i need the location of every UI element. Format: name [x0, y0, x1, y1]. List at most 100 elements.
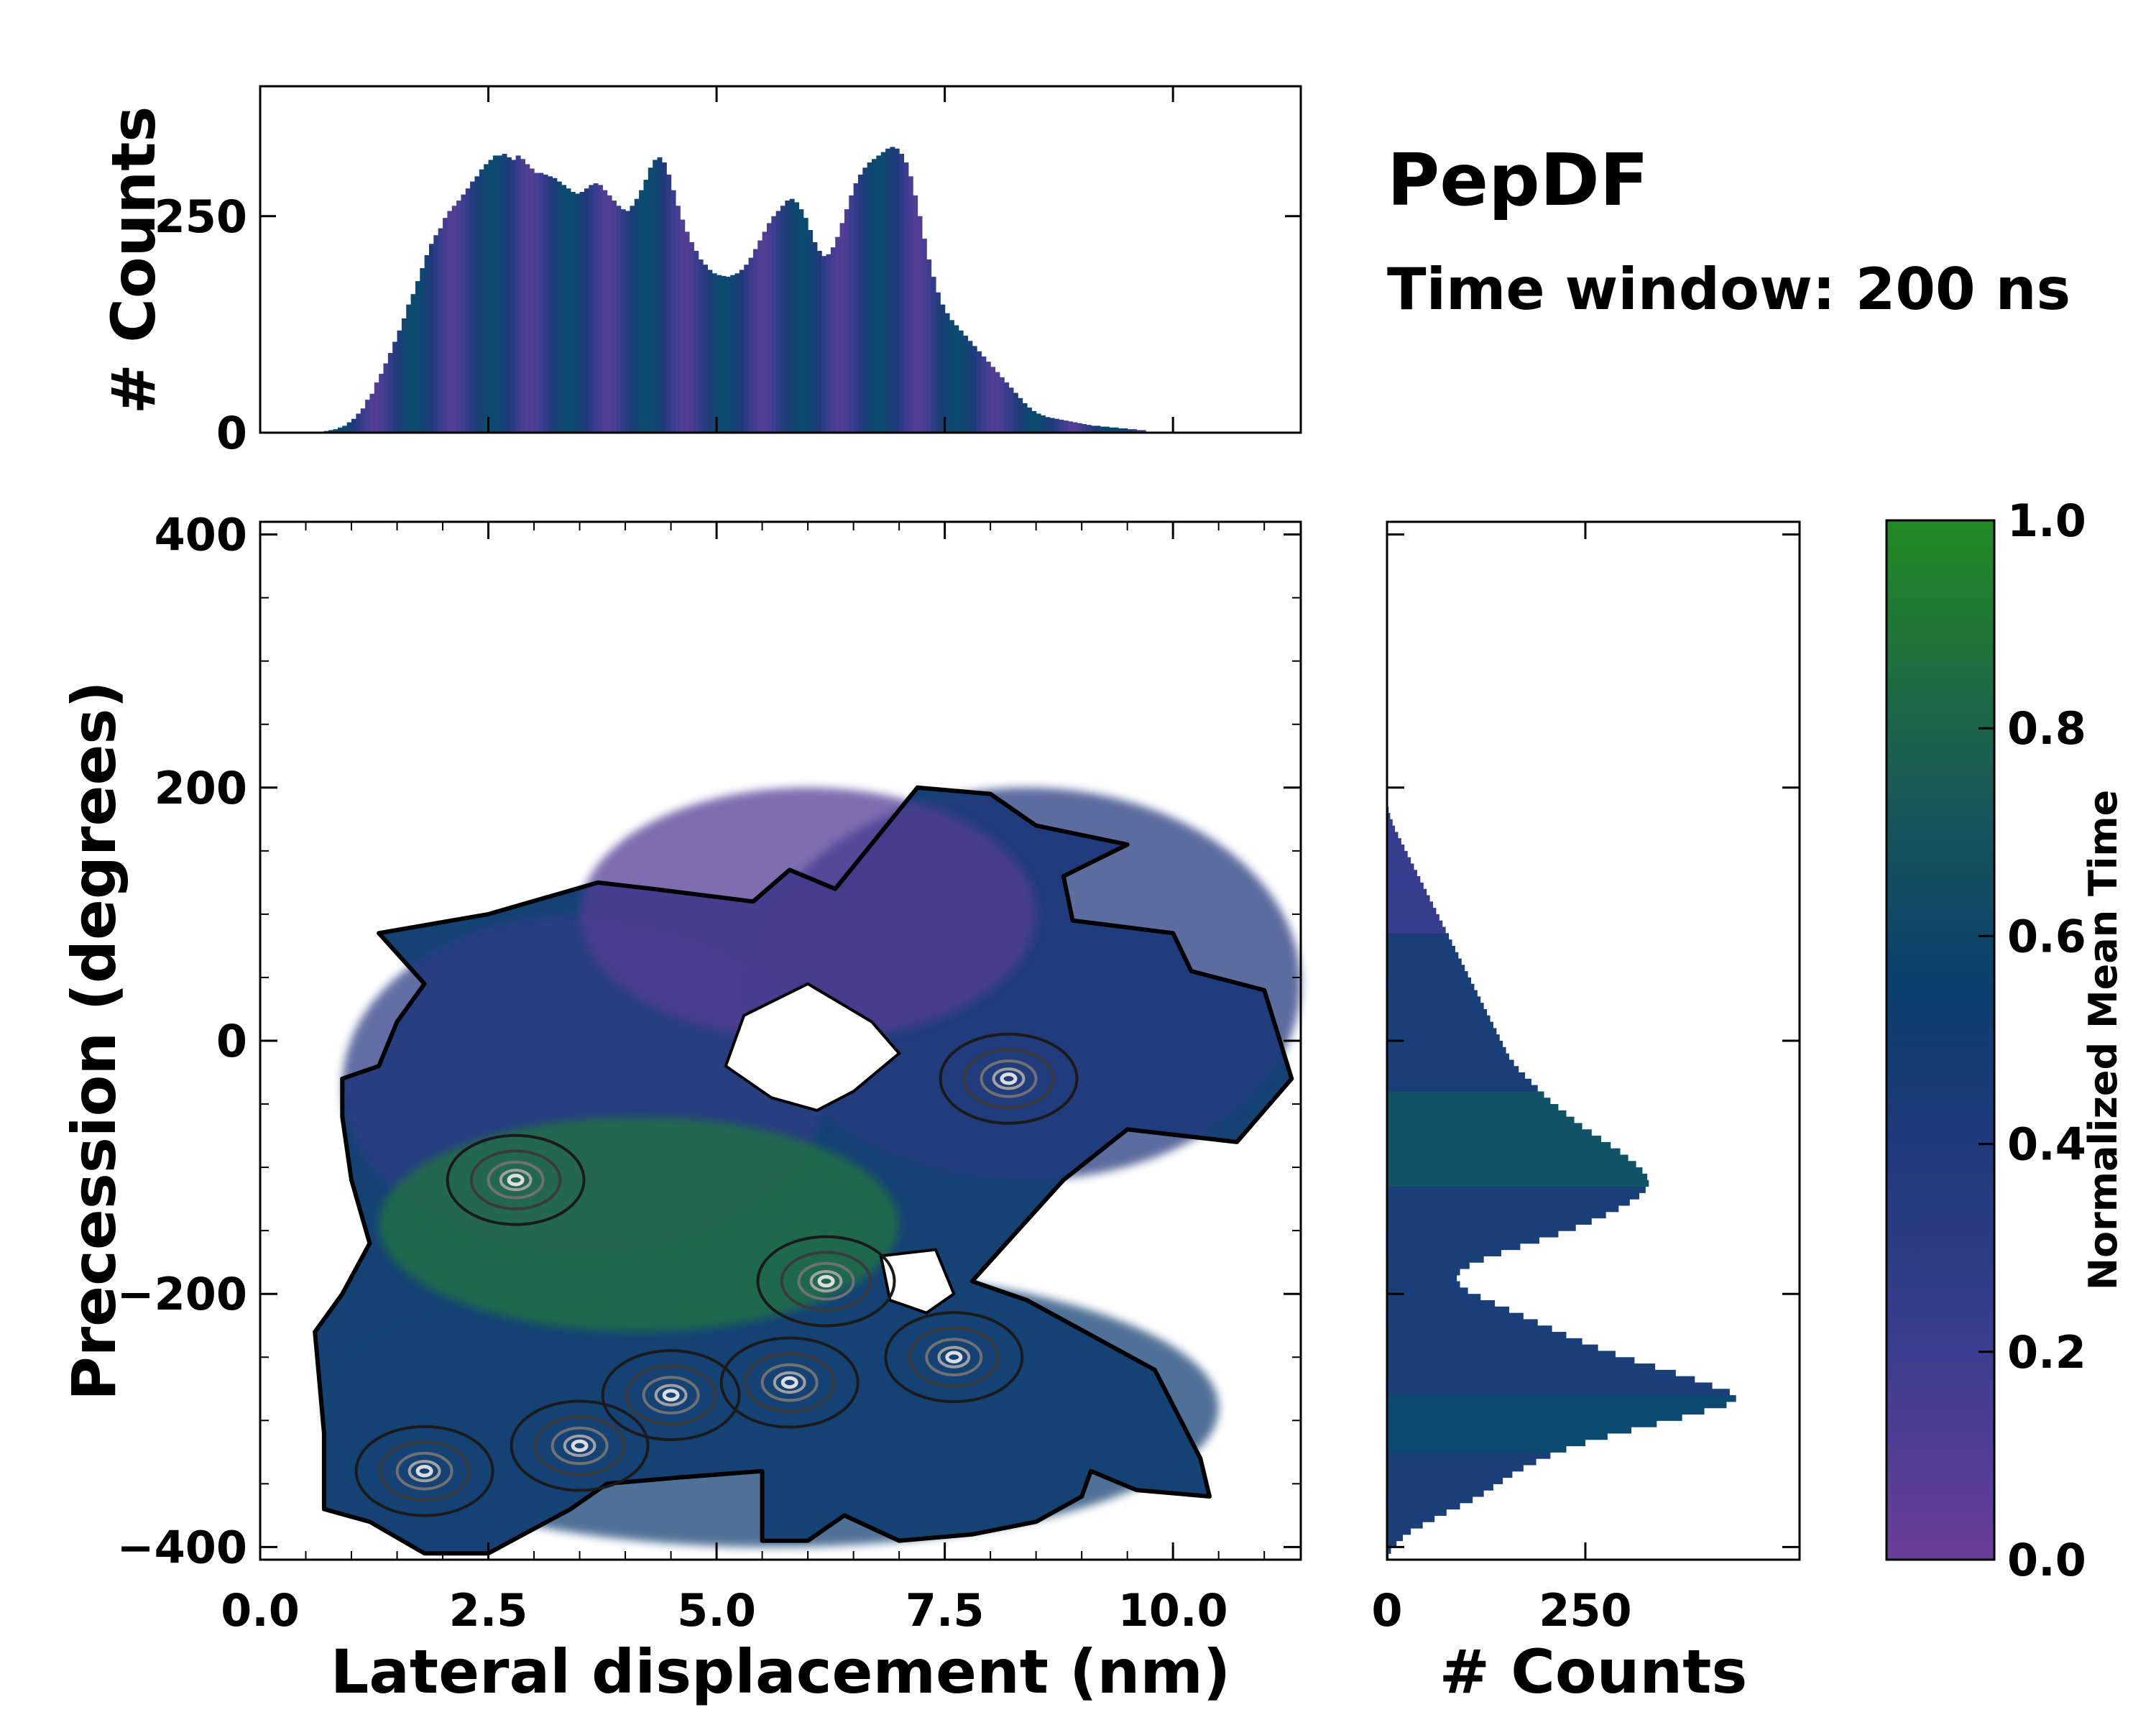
top-histogram-bar [538, 172, 544, 433]
top-histogram-bar [985, 362, 991, 433]
top-histogram-bar [410, 294, 416, 433]
right-histogram-bar [1387, 1098, 1551, 1105]
right-histogram-bar [1387, 876, 1421, 883]
colorbar-tick-label: 0.4 [2007, 1118, 2086, 1171]
top-histogram-bar [849, 195, 854, 433]
density-contour [780, 1251, 872, 1312]
right-histogram-bar [1387, 1173, 1648, 1181]
top-histogram-bar [552, 178, 558, 433]
top-histogram-bar [821, 256, 827, 433]
right-histogram-bar [1387, 1091, 1544, 1098]
top-histogram-bar [433, 235, 439, 433]
colorbar-tick-label: 1.0 [2007, 494, 2086, 547]
right-histogram-bar [1387, 1148, 1621, 1156]
top-histogram-bar [981, 356, 987, 433]
density-contour [992, 1067, 1026, 1090]
top-histogram-bar [1072, 422, 1078, 433]
top-histogram-bar [620, 209, 626, 433]
top-histogram-bar [548, 176, 553, 433]
top-histogram-bar [461, 194, 466, 433]
top-histogram-bar [666, 174, 672, 433]
right-histogram-bar [1387, 1306, 1509, 1314]
right-histogram-bar [1387, 1515, 1435, 1522]
density-contour [510, 1399, 650, 1492]
top-histogram-bar [634, 198, 640, 433]
main-xtick-label: 0.0 [221, 1584, 300, 1637]
top-histogram-bar [867, 162, 872, 433]
top-histogram-bar [908, 176, 913, 433]
right-histogram-bar [1387, 1243, 1521, 1251]
top-histogram-bars [319, 147, 1146, 433]
density-contour [908, 1326, 1000, 1388]
top-histogram-bar [612, 201, 617, 433]
top-histogram-bar [1077, 423, 1082, 433]
right-histogram-bar [1387, 1312, 1524, 1320]
top-histogram-bar [766, 223, 772, 433]
top-histogram-bar [1063, 420, 1069, 433]
colorbar: 0.0 0.2 0.4 0.6 0.8 1.0 Normalized Mean Time [1885, 494, 2126, 1586]
main-heatmap: 0.0 2.5 5.0 7.5 10.0 −400 −200 0 200 400 Lateral … [59, 509, 1302, 1707]
colorbar-tick-label: 0.8 [2007, 702, 2086, 755]
top-histogram-bar [940, 304, 946, 433]
right-histogram-bar [1387, 1262, 1470, 1269]
top-histogram-bar [383, 363, 389, 433]
top-histogram-bar [607, 195, 612, 433]
density-contour [939, 1032, 1079, 1125]
right-histogram-bar [1387, 1407, 1705, 1415]
right-histogram-bar [1387, 1224, 1576, 1231]
right-histogram-bar [1387, 895, 1430, 902]
heatmap-empty-hole [879, 1248, 956, 1315]
top-histogram-bar [1136, 430, 1142, 433]
top-histogram-bar [506, 157, 512, 433]
right-histogram-bar [1387, 920, 1443, 928]
right-histogram-bar [1387, 901, 1434, 908]
right-histogram-bar [1387, 908, 1437, 915]
right-histogram-bar [1387, 1072, 1526, 1080]
top-histogram-bar [780, 206, 786, 433]
right-histogram-bar [1387, 1199, 1630, 1206]
top-histogram-bar [342, 426, 348, 433]
right-histogram-bar [1387, 857, 1411, 865]
top-histogram-bar [328, 430, 334, 433]
top-histogram-bar [903, 162, 909, 433]
top-histogram-bar [1141, 430, 1146, 433]
right-histogram-bar [1387, 870, 1417, 877]
density-contour [1000, 1072, 1018, 1085]
density-contour [395, 1451, 453, 1491]
right-histogram-bar [1387, 1116, 1575, 1124]
right-histogram-bar [1387, 1357, 1635, 1364]
top-histogram-bar [470, 181, 476, 433]
density-contour [817, 1274, 835, 1288]
top-histogram-bar [401, 318, 407, 433]
right-histogram-bar [1387, 1484, 1493, 1491]
right-histogram-bar [1387, 1041, 1503, 1048]
top-histogram-bar [894, 148, 900, 433]
right-histogram-bar [1387, 1477, 1503, 1484]
top-histogram-bar [789, 198, 795, 433]
right-histogram-bar [1387, 1369, 1676, 1377]
right-histogram-bar [1387, 1167, 1643, 1174]
right-histogram-bar [1387, 825, 1396, 833]
top-histogram-bar [566, 188, 571, 433]
colorbar-tick-label: 0.0 [2007, 1534, 2086, 1586]
density-contour [945, 1351, 963, 1363]
density-contour [601, 1349, 741, 1442]
top-histogram-bar [356, 413, 361, 433]
main-xtick-label: 2.5 [449, 1584, 528, 1637]
top-histogram-bar [794, 202, 799, 433]
top-ytick-label: 250 [155, 190, 247, 243]
main-ytick-label: −400 [117, 1521, 247, 1573]
top-histogram-bar [680, 219, 686, 433]
right-histogram-bar [1387, 1218, 1592, 1225]
top-histogram-bar [812, 242, 818, 433]
top-histogram-bar [1059, 419, 1064, 433]
top-histogram-bar [584, 188, 589, 433]
right-histogram-bar [1387, 1003, 1484, 1010]
main-xlabel: Lateral displacement (nm) [331, 1637, 1231, 1707]
top-histogram-bar [917, 216, 923, 433]
top-histogram-bar [488, 160, 494, 433]
right-histogram-bar [1387, 1136, 1602, 1143]
right-histogram-bar [1387, 819, 1393, 827]
top-histogram-bar [1109, 427, 1115, 433]
density-contour [571, 1439, 589, 1453]
